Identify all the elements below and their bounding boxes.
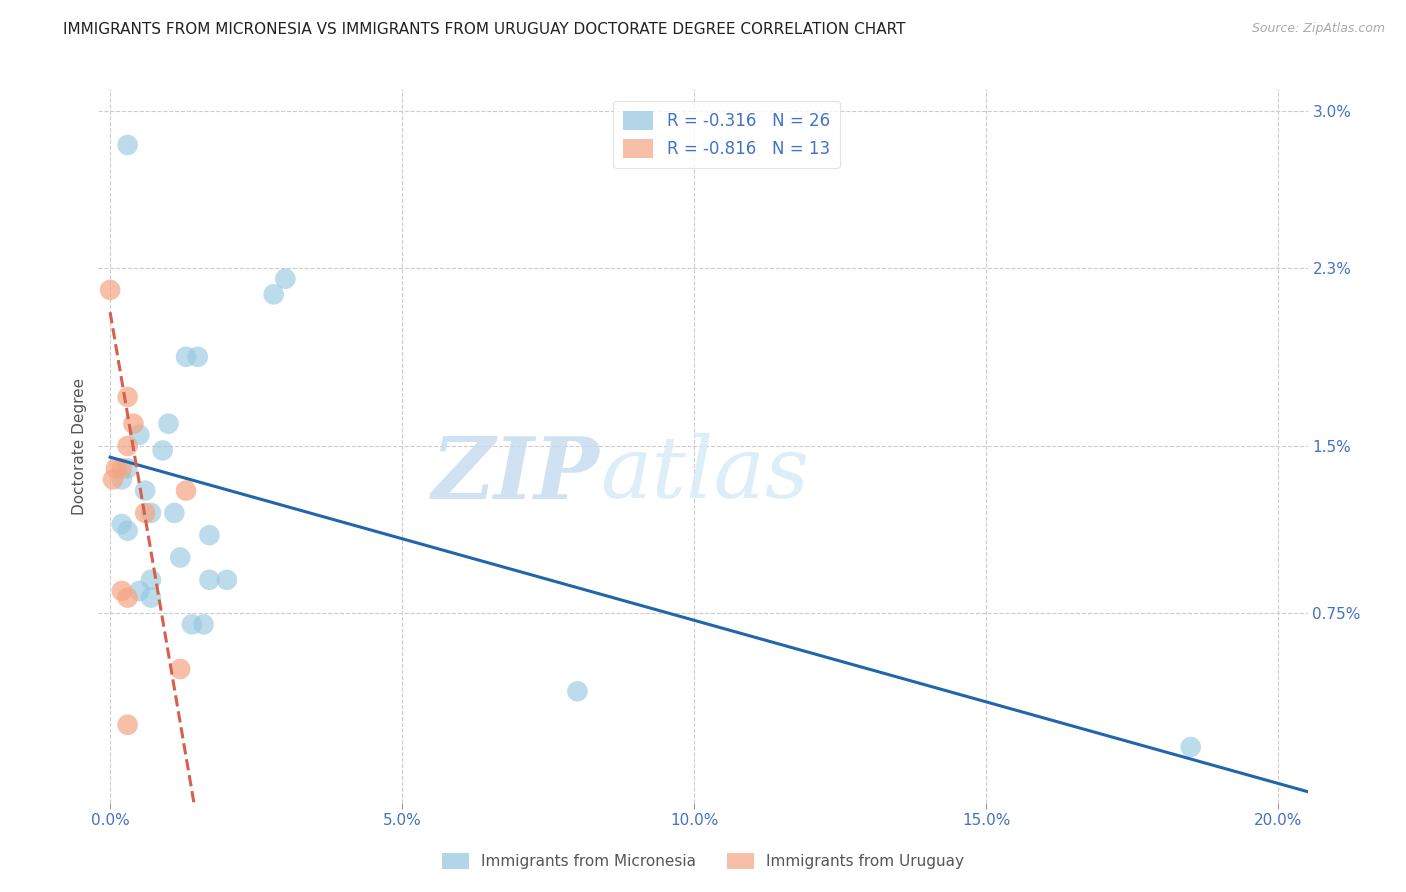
Text: IMMIGRANTS FROM MICRONESIA VS IMMIGRANTS FROM URUGUAY DOCTORATE DEGREE CORRELATI: IMMIGRANTS FROM MICRONESIA VS IMMIGRANTS… xyxy=(63,22,905,37)
Point xyxy=(263,287,285,301)
Point xyxy=(174,350,197,364)
Point xyxy=(101,472,124,486)
Point xyxy=(111,472,134,486)
Point xyxy=(134,483,156,498)
Point xyxy=(274,271,297,285)
Point xyxy=(567,684,589,698)
Point xyxy=(163,506,186,520)
Point xyxy=(122,417,145,431)
Point xyxy=(117,439,139,453)
Text: ZIP: ZIP xyxy=(433,433,600,516)
Point xyxy=(139,591,162,605)
Point xyxy=(193,617,215,632)
Point xyxy=(104,461,127,475)
Point xyxy=(169,550,191,565)
Point xyxy=(1180,740,1202,755)
Point xyxy=(152,443,174,458)
Point xyxy=(117,717,139,731)
Point xyxy=(111,583,134,598)
Point xyxy=(98,283,121,297)
Point xyxy=(117,461,139,475)
Point xyxy=(117,591,139,605)
Legend: R = -0.316   N = 26, R = -0.816   N = 13: R = -0.316 N = 26, R = -0.816 N = 13 xyxy=(613,101,839,168)
Point xyxy=(117,524,139,538)
Point xyxy=(198,573,221,587)
Point xyxy=(157,417,180,431)
Point xyxy=(111,461,134,475)
Point xyxy=(169,662,191,676)
Point xyxy=(198,528,221,542)
Point xyxy=(174,483,197,498)
Y-axis label: Doctorate Degree: Doctorate Degree xyxy=(72,377,87,515)
Point xyxy=(117,390,139,404)
Point xyxy=(180,617,202,632)
Point xyxy=(128,583,150,598)
Point xyxy=(128,428,150,442)
Point xyxy=(111,516,134,531)
Point xyxy=(139,573,162,587)
Point xyxy=(117,137,139,152)
Point xyxy=(139,506,162,520)
Point xyxy=(134,506,156,520)
Legend: Immigrants from Micronesia, Immigrants from Uruguay: Immigrants from Micronesia, Immigrants f… xyxy=(436,847,970,875)
Point xyxy=(215,573,238,587)
Text: atlas: atlas xyxy=(600,434,810,516)
Point xyxy=(187,350,209,364)
Text: Source: ZipAtlas.com: Source: ZipAtlas.com xyxy=(1251,22,1385,36)
